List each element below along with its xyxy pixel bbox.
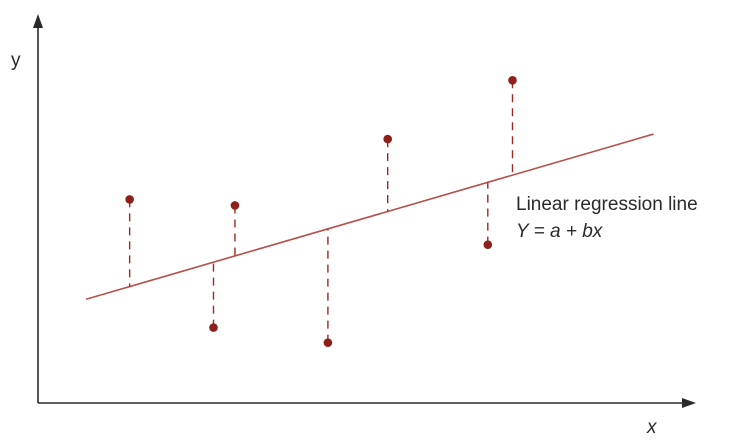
regression-line-label: Linear regression line bbox=[516, 194, 698, 215]
residual-lines bbox=[128, 80, 514, 343]
y-axis-arrowhead-icon bbox=[33, 14, 43, 28]
data-point-7 bbox=[508, 75, 517, 85]
data-point-4 bbox=[323, 338, 333, 347]
y-axis-label: y bbox=[11, 50, 21, 71]
data-point-3 bbox=[230, 201, 240, 210]
data-points bbox=[125, 75, 517, 347]
x-axis-label: x bbox=[646, 417, 658, 438]
data-point-1 bbox=[125, 195, 134, 204]
regression-equation: Y = a + bx bbox=[516, 221, 604, 242]
x-axis-arrowhead-icon bbox=[682, 398, 696, 408]
data-point-5 bbox=[383, 134, 393, 144]
data-point-6 bbox=[483, 240, 493, 249]
regression-line bbox=[85, 133, 654, 301]
data-point-2 bbox=[209, 323, 218, 332]
